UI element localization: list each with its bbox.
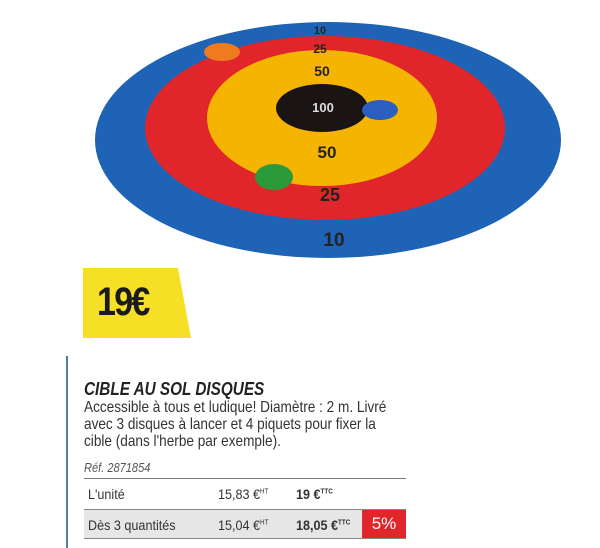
score-label: 25 — [313, 42, 327, 56]
orange-disc — [204, 43, 240, 61]
price-badge: 19€ — [83, 268, 191, 338]
price-ttc: 19 €TTC — [296, 486, 333, 502]
product-title: CIBLE AU SOL DISQUES — [84, 379, 265, 399]
score-label: 100 — [312, 100, 334, 115]
score-label: 50 — [314, 63, 330, 79]
score-label: 10 — [323, 230, 344, 251]
product-description: Accessible à tous et ludique! Diamètre :… — [84, 399, 387, 450]
target-center — [276, 84, 368, 132]
price-ttc: 18,05 €TTC — [296, 517, 351, 533]
price-ht: 15,04 €HT — [218, 517, 269, 533]
score-label: 10 — [314, 25, 326, 37]
row-label: L'unité — [88, 486, 125, 502]
row-label: Dès 3 quantités — [88, 517, 176, 533]
product-ref: Réf. 2871854 — [84, 460, 151, 475]
score-label: 25 — [320, 185, 340, 205]
product-image-target: 10 25 50 100 50 25 10 — [95, 22, 561, 258]
green-disc — [255, 164, 293, 190]
table-row: L'unité 15,83 €HT 19 €TTC — [84, 479, 406, 509]
score-label: 50 — [318, 143, 337, 162]
pricing-table: L'unité 15,83 €HT 19 €TTC Dès 3 quantité… — [84, 478, 406, 539]
price-badge-text: 19€ — [97, 280, 150, 324]
table-row: Dès 3 quantités 15,04 €HT 18,05 €TTC 5% — [84, 509, 406, 539]
price-ht: 15,83 €HT — [218, 486, 269, 502]
discount-badge: 5% — [362, 510, 406, 538]
divider — [66, 356, 68, 548]
blue-disc — [362, 100, 398, 120]
